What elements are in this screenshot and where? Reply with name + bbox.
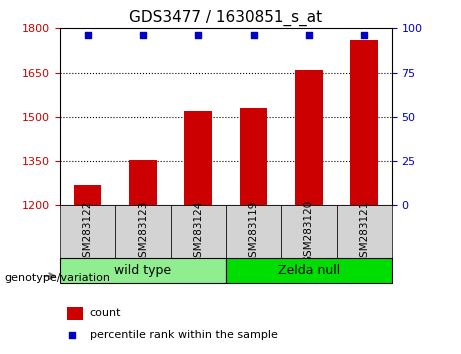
Text: Zelda null: Zelda null: [278, 264, 340, 277]
Text: GSM283123: GSM283123: [138, 200, 148, 264]
Text: wild type: wild type: [114, 264, 171, 277]
Text: GSM283121: GSM283121: [359, 200, 369, 264]
FancyBboxPatch shape: [60, 258, 226, 283]
Point: [68, 332, 75, 337]
Text: count: count: [90, 308, 121, 318]
Bar: [74, 185, 101, 205]
FancyBboxPatch shape: [337, 205, 392, 258]
FancyBboxPatch shape: [171, 205, 226, 258]
Point: [195, 33, 202, 38]
Point: [361, 33, 368, 38]
Bar: [129, 160, 157, 205]
Bar: [240, 108, 267, 205]
FancyBboxPatch shape: [115, 205, 171, 258]
Bar: [66, 307, 83, 320]
Text: GSM283122: GSM283122: [83, 200, 93, 264]
Text: genotype/variation: genotype/variation: [5, 273, 111, 283]
FancyBboxPatch shape: [60, 205, 115, 258]
Text: GSM283120: GSM283120: [304, 200, 314, 263]
FancyBboxPatch shape: [281, 205, 337, 258]
FancyBboxPatch shape: [226, 205, 281, 258]
Title: GDS3477 / 1630851_s_at: GDS3477 / 1630851_s_at: [130, 9, 322, 25]
Bar: [295, 70, 323, 205]
Point: [84, 33, 91, 38]
Text: GSM283119: GSM283119: [248, 200, 259, 264]
Text: percentile rank within the sample: percentile rank within the sample: [90, 330, 278, 339]
Point: [139, 33, 147, 38]
FancyBboxPatch shape: [226, 258, 392, 283]
Point: [305, 33, 313, 38]
Point: [250, 33, 257, 38]
Bar: [184, 111, 212, 205]
Bar: [350, 40, 378, 205]
Text: GSM283124: GSM283124: [193, 200, 203, 264]
